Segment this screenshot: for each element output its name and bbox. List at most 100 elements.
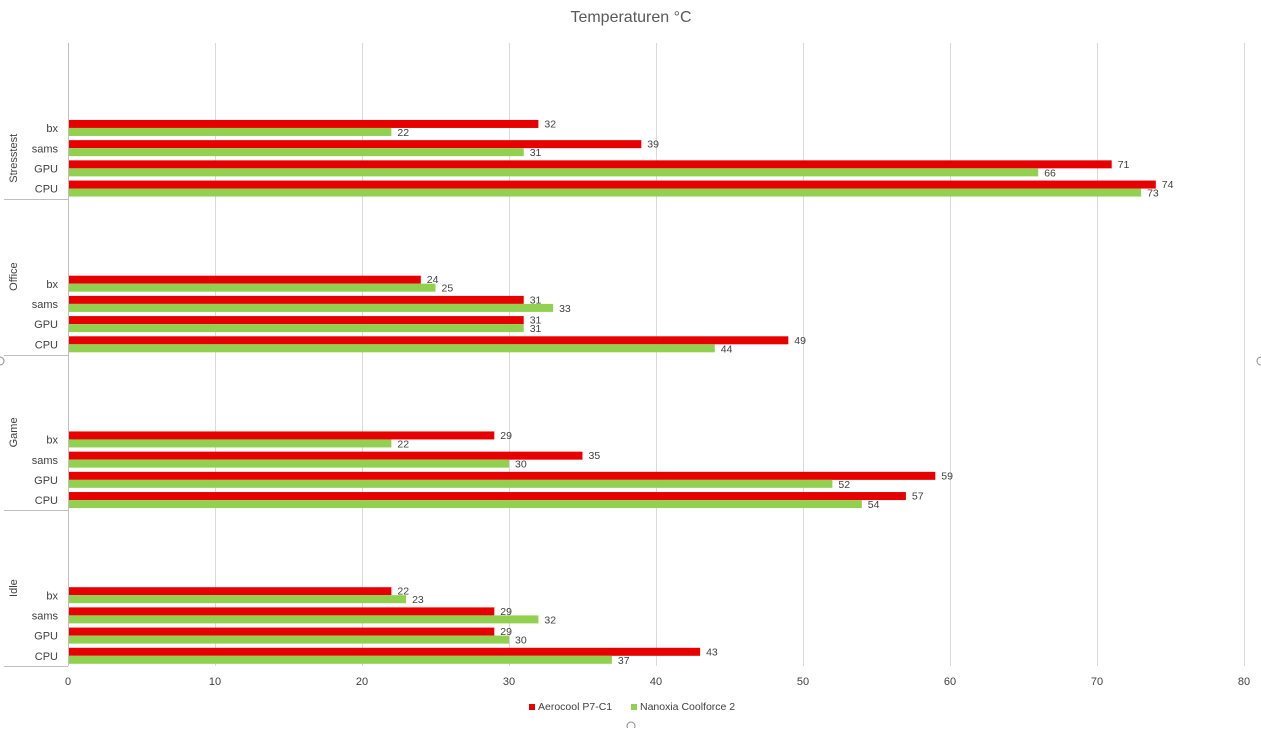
group-label: Idle xyxy=(8,579,20,597)
data-label-aerocool: 74 xyxy=(1162,179,1174,191)
data-label-aerocool: 29 xyxy=(500,606,512,618)
bar-nanoxia xyxy=(69,615,539,624)
legend-swatch-aerocool xyxy=(529,704,535,710)
x-tick-label: 60 xyxy=(944,676,956,688)
data-label-aerocool: 31 xyxy=(530,315,542,327)
data-label-nanoxia: 22 xyxy=(397,127,409,139)
data-label-aerocool: 29 xyxy=(500,430,512,442)
bar-nanoxia xyxy=(69,127,392,136)
data-label-aerocool: 57 xyxy=(912,491,924,503)
data-label-nanoxia: 37 xyxy=(618,655,630,667)
selection-handles[interactable] xyxy=(0,356,1261,731)
bar-nanoxia xyxy=(69,635,509,644)
bar-aerocool xyxy=(69,336,789,345)
bar-nanoxia xyxy=(69,168,1039,177)
data-label-nanoxia: 32 xyxy=(544,614,556,626)
bar-nanoxia xyxy=(69,500,862,509)
data-label-aerocool: 22 xyxy=(397,586,409,598)
category-label: GPU xyxy=(34,163,58,175)
group-label: Game xyxy=(8,417,20,447)
bar-nanoxia xyxy=(69,439,392,448)
data-label-nanoxia: 30 xyxy=(515,635,527,647)
x-tick-label: 10 xyxy=(209,676,221,688)
category-label: bx xyxy=(46,279,58,291)
bar-nanoxia xyxy=(69,148,524,157)
data-label-aerocool: 43 xyxy=(706,646,718,658)
data-label-aerocool: 31 xyxy=(530,294,542,306)
bar-nanoxia xyxy=(69,324,524,333)
data-label-nanoxia: 33 xyxy=(559,303,571,315)
data-label-nanoxia: 22 xyxy=(397,438,409,450)
data-label-aerocool: 35 xyxy=(589,450,601,462)
data-label-nanoxia: 66 xyxy=(1044,167,1056,179)
bar-nanoxia xyxy=(69,459,509,468)
category-label: CPU xyxy=(35,651,58,663)
resize-handle[interactable] xyxy=(626,721,636,731)
resize-handle[interactable] xyxy=(1256,356,1261,366)
bar-aerocool xyxy=(69,431,495,440)
axes: 0 10 20 30 40 50 60 70 80 Stresstest bx sams GPU CPU O… xyxy=(4,43,1250,688)
data-label-nanoxia: 30 xyxy=(515,459,527,471)
x-tick-label: 70 xyxy=(1091,676,1103,688)
category-label: sams xyxy=(32,611,59,623)
data-label-nanoxia: 31 xyxy=(530,147,542,159)
category-label: bx xyxy=(46,435,58,447)
bar-aerocool xyxy=(69,180,1156,189)
bar-nanoxia xyxy=(69,655,612,664)
data-label-nanoxia: 44 xyxy=(721,343,733,355)
group-label: Office xyxy=(8,262,20,291)
category-label: sams xyxy=(32,143,59,155)
bar-aerocool xyxy=(69,492,906,501)
data-label-nanoxia: 73 xyxy=(1147,188,1159,200)
x-tick-label: 0 xyxy=(65,676,71,688)
bar-nanoxia xyxy=(69,283,436,292)
legend-label-nanoxia: Nanoxia Coolforce 2 xyxy=(640,701,735,713)
data-label-aerocool: 29 xyxy=(500,626,512,638)
category-label: CPU xyxy=(35,184,58,196)
category-label: bx xyxy=(46,590,58,602)
resize-handle[interactable] xyxy=(0,356,5,366)
labels: 3222393171667473242531333131494429223530… xyxy=(397,118,1173,666)
data-label-aerocool: 59 xyxy=(941,470,953,482)
data-label-nanoxia: 54 xyxy=(868,499,880,511)
bar-aerocool xyxy=(69,471,936,480)
category-label: CPU xyxy=(35,495,58,507)
x-tick-label: 80 xyxy=(1238,676,1250,688)
bar-nanoxia xyxy=(69,188,1142,197)
data-label-nanoxia: 23 xyxy=(412,594,424,606)
bar-nanoxia xyxy=(69,595,407,604)
bar-nanoxia xyxy=(69,303,554,312)
bar-aerocool xyxy=(69,587,392,596)
x-tick-label: 50 xyxy=(797,676,809,688)
category-label: sams xyxy=(32,455,59,467)
bar-aerocool xyxy=(69,295,524,304)
data-label-aerocool: 71 xyxy=(1118,159,1130,171)
data-label-aerocool: 49 xyxy=(794,335,806,347)
legend-label-aerocool: Aerocool P7-C1 xyxy=(538,701,612,713)
bar-aerocool xyxy=(69,316,524,325)
data-label-aerocool: 39 xyxy=(647,139,659,151)
bar-aerocool xyxy=(69,275,421,284)
bar-aerocool xyxy=(69,451,583,460)
bar-aerocool xyxy=(69,607,495,616)
bar-aerocool xyxy=(69,119,539,128)
data-label-nanoxia: 31 xyxy=(530,323,542,335)
data-label-aerocool: 24 xyxy=(427,274,439,286)
x-tick-label: 20 xyxy=(356,676,368,688)
category-label: sams xyxy=(32,299,59,311)
category-label: CPU xyxy=(35,339,58,351)
x-tick-label: 30 xyxy=(503,676,515,688)
x-tick-label: 40 xyxy=(650,676,662,688)
category-label: GPU xyxy=(34,475,58,487)
bar-nanoxia xyxy=(69,344,715,353)
legend-swatch-nanoxia xyxy=(631,704,637,710)
bar-aerocool xyxy=(69,647,701,656)
category-label: GPU xyxy=(34,319,58,331)
group-label: Stresstest xyxy=(8,134,20,183)
data-label-nanoxia: 25 xyxy=(442,283,454,295)
bar-aerocool xyxy=(69,627,495,636)
chart-title: Temperaturen °C xyxy=(570,9,691,26)
bar-nanoxia xyxy=(69,479,833,488)
bars xyxy=(69,119,1156,664)
